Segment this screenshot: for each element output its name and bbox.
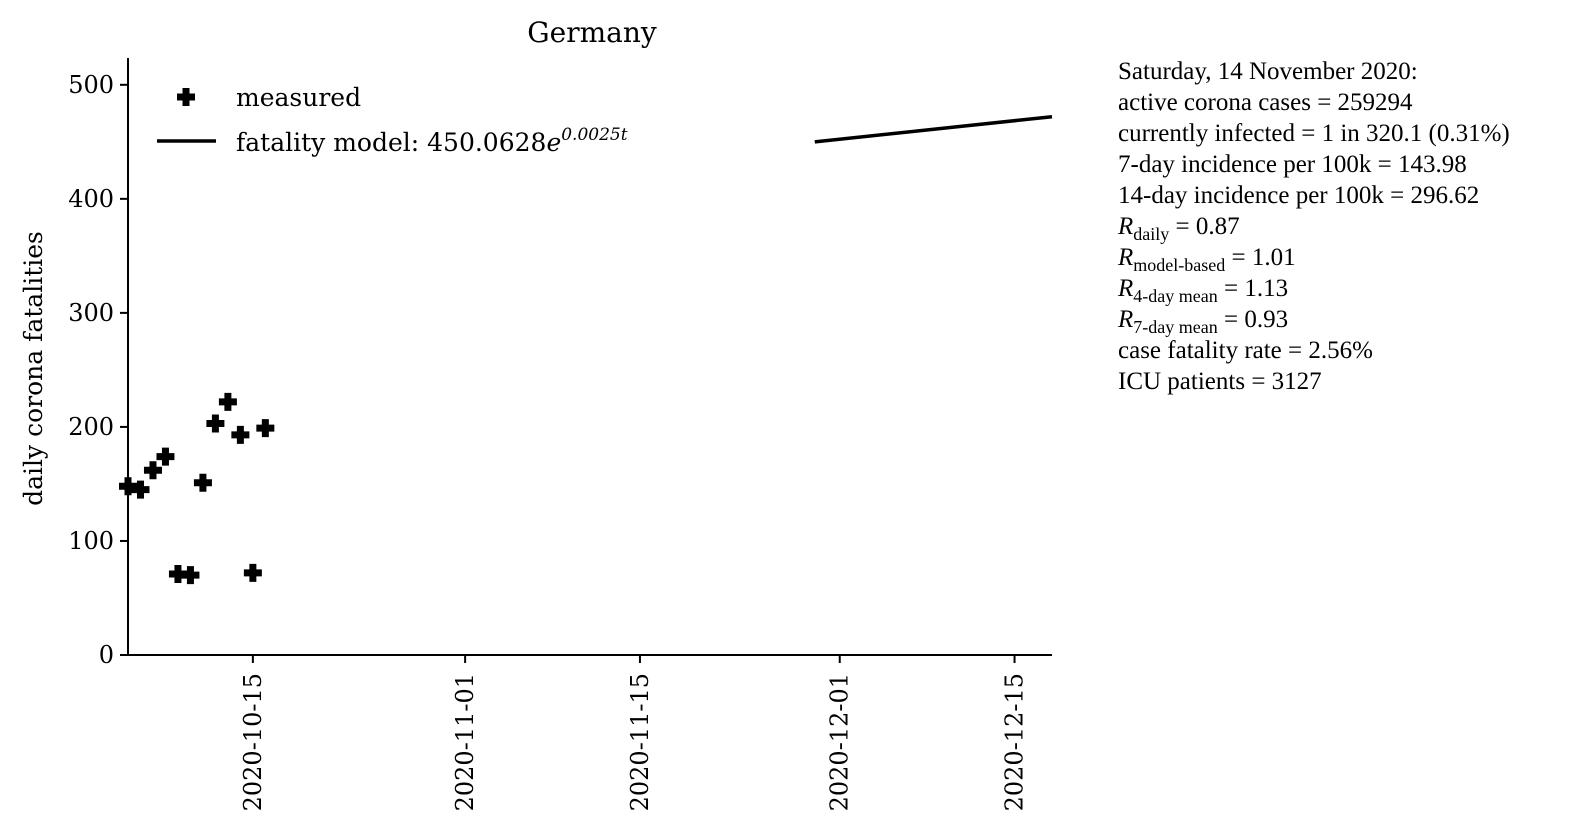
info-r-model-based: Rmodel-based = 1.01 [1118, 244, 1296, 275]
data-point-measured [156, 447, 175, 466]
y-tick-label: 300 [68, 299, 114, 327]
series-line-fatality-model [814, 114, 1053, 144]
info-panel: Saturday, 14 November 2020: active coron… [1118, 56, 1510, 397]
y-tick-label: 500 [68, 71, 114, 99]
x-tick-label: 2020-11-01 [451, 673, 479, 811]
data-point-measured [243, 563, 262, 582]
data-point-measured [218, 392, 237, 411]
y-tick-label: 0 [99, 641, 114, 669]
info-active-cases: active corona cases = 259294 [1118, 89, 1413, 116]
chart: Germany 0 100 200 300 400 500 2020-10-15 2020-1… [19, 16, 1053, 811]
data-point-measured [256, 419, 275, 438]
chart-title: Germany [527, 16, 657, 49]
data-point-measured [119, 477, 137, 496]
x-tick-label: 2020-11-15 [626, 673, 654, 811]
legend-label-measured: measured [236, 83, 361, 112]
x-tick-label: 2020-12-15 [1001, 673, 1029, 811]
y-tick-label: 400 [68, 185, 114, 213]
x-tick-label: 2020-10-15 [239, 673, 267, 811]
axes: 0 100 200 300 400 500 2020-10-15 2020-11-01 2020… [19, 58, 1052, 811]
info-incidence-7day: 7-day incidence per 100k = 143.98 [1118, 151, 1467, 178]
y-axis-label: daily corona fatalities [19, 231, 48, 506]
info-date: Saturday, 14 November 2020: [1118, 58, 1418, 85]
chart-marks [119, 114, 1053, 585]
info-r-4day-mean: R4-day mean = 1.13 [1118, 275, 1289, 306]
data-point-measured [206, 414, 225, 433]
info-currently-infected: currently infected = 1 in 320.1 (0.31%) [1118, 120, 1510, 147]
y-tick-label: 100 [68, 527, 114, 555]
data-point-measured [168, 565, 187, 584]
y-tick-label: 200 [68, 413, 114, 441]
legend-marker-measured [177, 88, 195, 106]
data-point-measured [143, 461, 162, 480]
legend-label-model: fatality model: 450.0628e0.0025t [236, 125, 628, 157]
info-r-7day-mean: R7-day mean = 0.93 [1118, 306, 1289, 337]
info-case-fatality-rate: case fatality rate = 2.56% [1118, 337, 1373, 364]
data-point-measured [181, 566, 200, 585]
legend: measured fatality model: 450.0628e0.0025… [157, 83, 628, 157]
info-incidence-14day: 14-day incidence per 100k = 296.62 [1118, 182, 1480, 209]
data-point-measured [131, 480, 150, 499]
data-point-measured [231, 425, 250, 444]
data-point-measured [193, 473, 212, 492]
x-tick-label: 2020-12-01 [826, 673, 854, 811]
info-r-daily: Rdaily = 0.87 [1118, 213, 1240, 244]
info-icu-patients: ICU patients = 3127 [1118, 368, 1322, 395]
